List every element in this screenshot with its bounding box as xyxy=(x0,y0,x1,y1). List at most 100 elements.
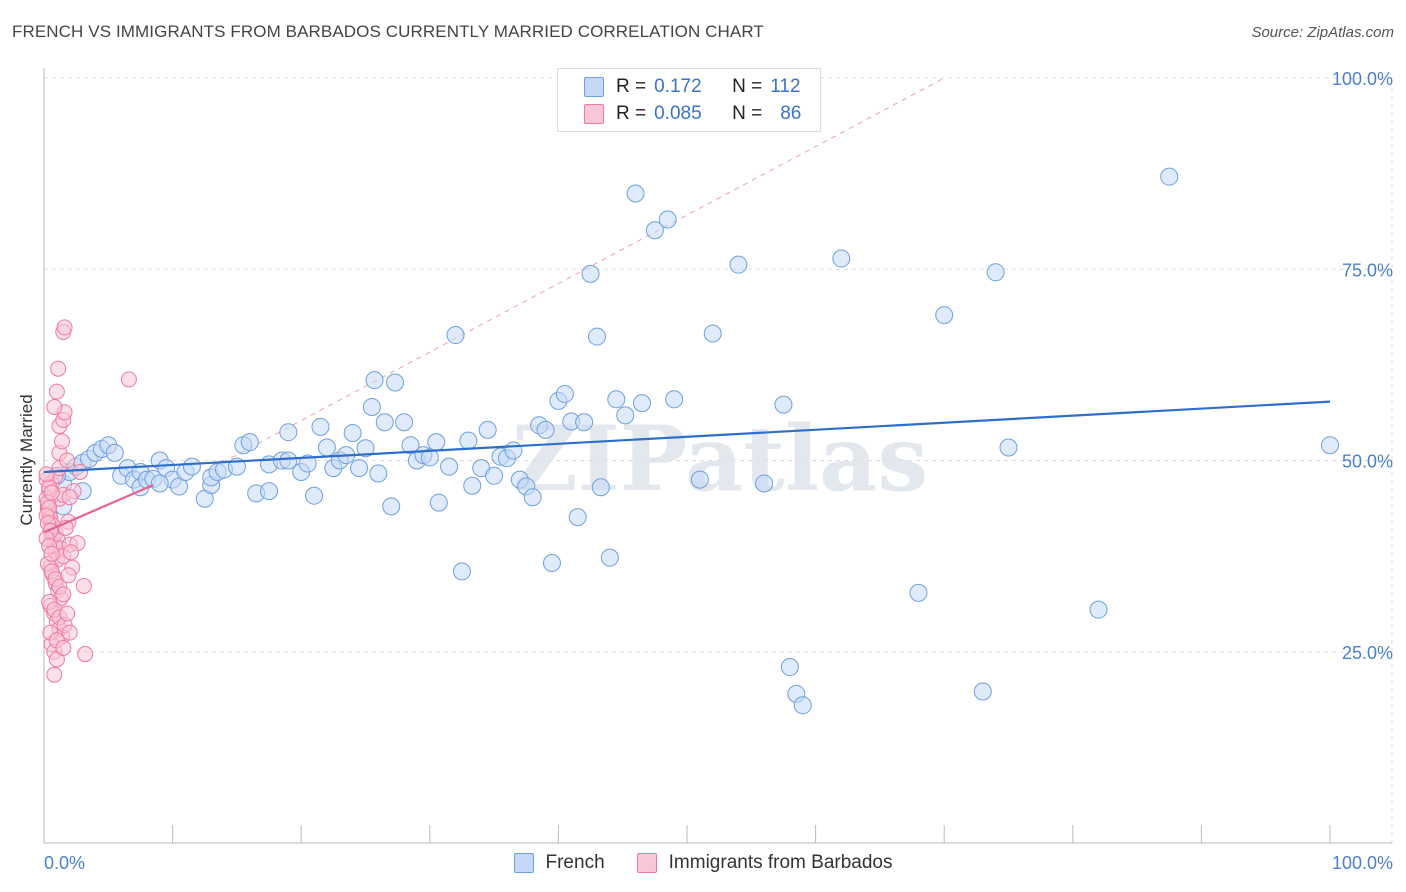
barbados-point xyxy=(55,586,72,603)
barbados-point xyxy=(75,577,92,594)
french-point xyxy=(658,210,677,229)
legend-r-label: R = xyxy=(616,76,647,97)
barbados-point xyxy=(63,544,80,561)
barbados-point xyxy=(59,452,76,469)
french-point xyxy=(150,474,169,493)
french-point xyxy=(555,384,574,403)
y-tick-label: 100.0% xyxy=(1332,69,1393,89)
series-name-french: French xyxy=(545,852,605,873)
french-point xyxy=(632,394,651,413)
barbados-point xyxy=(72,463,89,480)
barbados-point xyxy=(61,489,78,506)
french-point xyxy=(607,390,626,409)
french-point xyxy=(729,255,748,274)
french-point xyxy=(690,470,709,489)
series-legend-barbados: Immigrants from Barbados xyxy=(636,852,893,874)
french-point xyxy=(1321,436,1339,455)
french-point xyxy=(452,562,471,581)
french-point xyxy=(703,324,722,343)
french-point xyxy=(832,249,851,268)
french-point xyxy=(386,373,405,392)
french-point xyxy=(1160,167,1179,186)
x-tick-label: 0.0% xyxy=(44,853,85,873)
french-point xyxy=(626,184,645,203)
french-point xyxy=(774,395,793,414)
x-tick-label: 100.0% xyxy=(1332,853,1393,873)
barbados-point xyxy=(50,360,67,377)
french-point xyxy=(459,431,478,450)
source-label: Source: ZipAtlas.com xyxy=(1251,24,1394,41)
french-point xyxy=(463,476,482,495)
french-point xyxy=(485,466,504,485)
french-point xyxy=(1089,600,1108,619)
french-point xyxy=(986,263,1005,282)
legend-row-french: R = 0.172 N = 112 xyxy=(584,75,801,99)
legend-r-label: R = xyxy=(616,103,647,124)
french-point xyxy=(581,264,600,283)
french-point xyxy=(478,420,497,439)
barbados-point xyxy=(77,646,94,663)
barbados-point xyxy=(120,371,137,388)
y-tick-label: 25.0% xyxy=(1342,643,1393,663)
barbados-point xyxy=(55,639,72,656)
french-point xyxy=(568,508,587,527)
french-point xyxy=(279,423,298,442)
french-point xyxy=(369,464,388,483)
legend-n-label: N = xyxy=(732,103,763,124)
french-point xyxy=(382,497,401,516)
french-point xyxy=(240,433,259,452)
french-point xyxy=(780,658,799,677)
legend-swatch-barbados xyxy=(584,104,604,124)
french-point xyxy=(536,420,555,439)
french-point xyxy=(298,454,317,473)
french-point xyxy=(755,474,774,493)
barbados-trend-line xyxy=(43,483,154,534)
french-point xyxy=(935,306,954,325)
barbados-point xyxy=(38,466,55,483)
french-point xyxy=(440,457,459,476)
french-point xyxy=(973,682,992,701)
french-trend-line xyxy=(43,400,1331,474)
french-point xyxy=(317,438,336,457)
barbados-point xyxy=(59,605,76,622)
legend-r-value: 0.085 xyxy=(654,103,702,124)
chart-title: FRENCH VS IMMIGRANTS FROM BARBADOS CURRE… xyxy=(12,22,764,41)
french-point xyxy=(105,443,124,462)
french-point xyxy=(279,451,298,470)
barbados-point xyxy=(48,383,65,400)
legend-n-value: 112 xyxy=(770,76,801,97)
legend-r-value: 0.172 xyxy=(654,76,702,97)
series-legend-french: French xyxy=(513,852,605,874)
french-point xyxy=(591,478,610,497)
french-point xyxy=(600,548,619,567)
barbados-point xyxy=(46,666,63,683)
series-swatch-barbados xyxy=(636,853,657,873)
series-name-barbados: Immigrants from Barbados xyxy=(668,852,893,873)
french-point xyxy=(575,413,594,432)
french-point xyxy=(665,390,684,409)
french-point xyxy=(504,441,523,460)
french-point xyxy=(311,417,330,436)
french-point xyxy=(305,486,324,505)
legend-n-value: 86 xyxy=(780,103,802,124)
barbados-point xyxy=(43,545,60,562)
french-point xyxy=(587,327,606,346)
legend-n-label: N = xyxy=(732,76,763,97)
legend-row-barbados: R = 0.085 N = 86 xyxy=(584,102,801,126)
french-point xyxy=(375,413,394,432)
french-point xyxy=(395,413,414,432)
french-point xyxy=(401,436,420,455)
barbados-point xyxy=(54,433,71,450)
french-point xyxy=(350,459,369,478)
french-point xyxy=(420,448,439,467)
french-point xyxy=(909,583,928,602)
french-point xyxy=(523,488,542,507)
french-point xyxy=(999,438,1018,457)
french-point xyxy=(446,326,465,345)
barbados-point xyxy=(56,319,73,336)
french-point xyxy=(365,371,384,390)
barbados-point xyxy=(60,567,77,584)
y-tick-label: 50.0% xyxy=(1342,452,1393,472)
french-point xyxy=(427,433,446,452)
